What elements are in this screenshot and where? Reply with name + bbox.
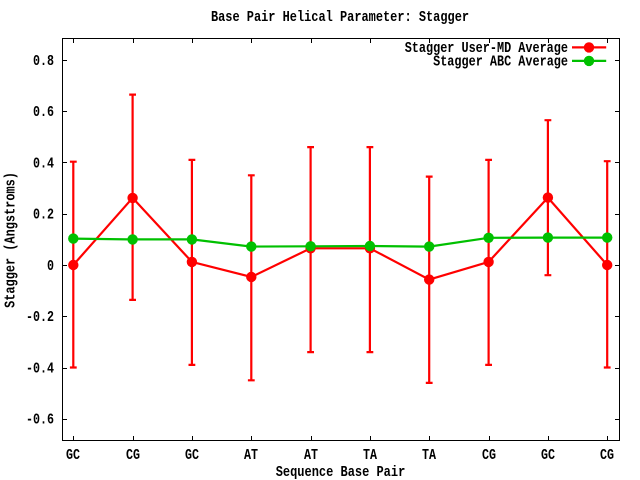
svg-text:0: 0 <box>47 258 54 275</box>
svg-text:CG: CG <box>126 447 140 464</box>
svg-text:Base Pair Helical Parameter: S: Base Pair Helical Parameter: Stagger <box>211 9 469 26</box>
svg-text:Sequence Base Pair: Sequence Base Pair <box>276 464 406 480</box>
svg-text:0.2: 0.2 <box>33 207 54 224</box>
svg-text:AT: AT <box>304 447 318 464</box>
svg-text:0.4: 0.4 <box>33 155 54 172</box>
svg-text:CG: CG <box>600 447 614 464</box>
svg-text:CG: CG <box>482 447 496 464</box>
svg-text:AT: AT <box>244 447 258 464</box>
svg-text:TA: TA <box>363 447 377 464</box>
svg-text:GC: GC <box>66 447 80 464</box>
svg-text:Stagger (Angstroms): Stagger (Angstroms) <box>3 172 20 308</box>
svg-text:0.8: 0.8 <box>33 53 54 70</box>
svg-text:Stagger User-MD Average: Stagger User-MD Average <box>405 40 568 57</box>
svg-text:-0.4: -0.4 <box>26 360 54 377</box>
svg-text:GC: GC <box>185 447 199 464</box>
svg-text:-0.6: -0.6 <box>26 412 54 429</box>
svg-text:TA: TA <box>422 447 436 464</box>
svg-text:-0.2: -0.2 <box>26 309 54 326</box>
svg-text:Stagger ABC Average: Stagger ABC Average <box>433 53 568 70</box>
svg-text:0.6: 0.6 <box>33 104 54 121</box>
svg-text:GC: GC <box>541 447 555 464</box>
